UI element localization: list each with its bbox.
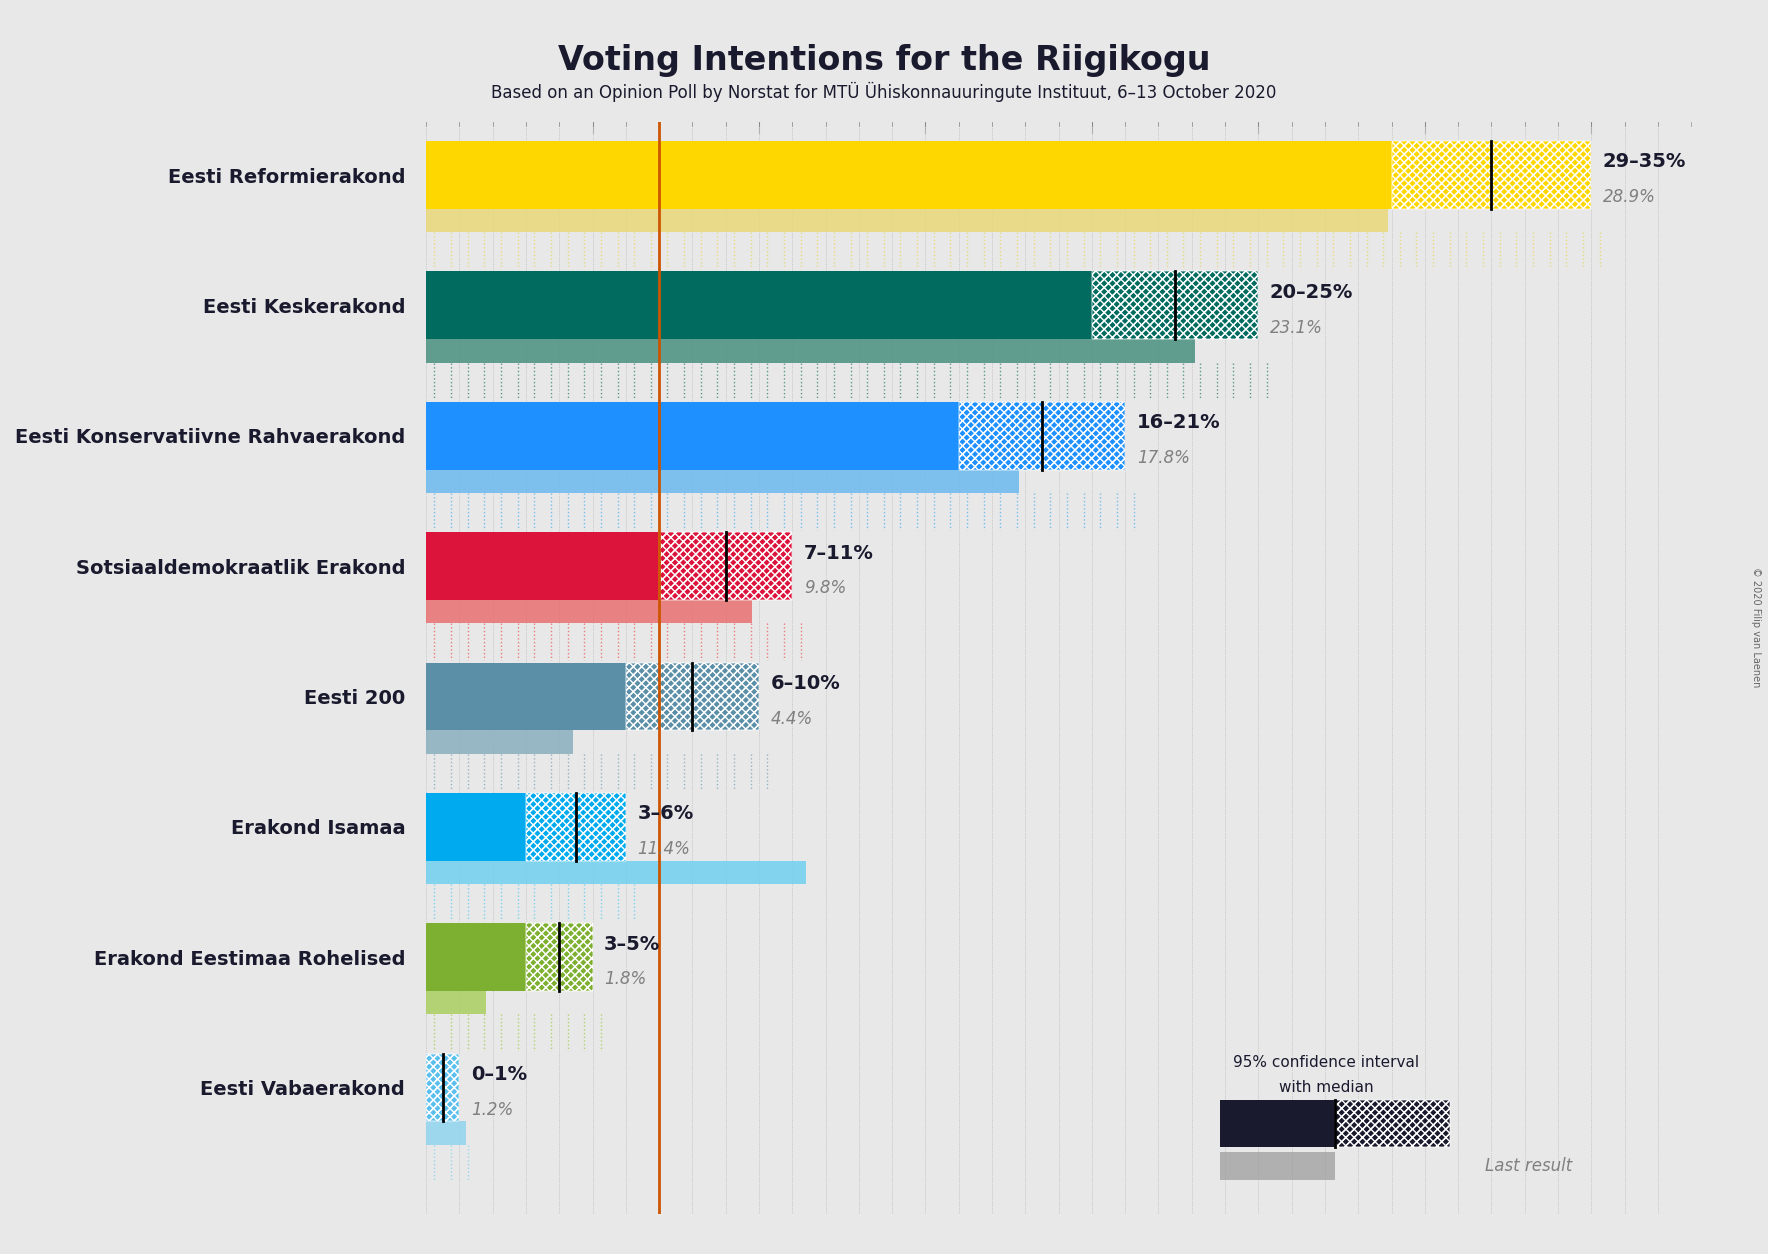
Bar <box>525 793 626 860</box>
Bar <box>426 401 958 470</box>
Bar <box>626 662 758 730</box>
Bar <box>525 923 592 991</box>
Bar <box>1093 272 1259 340</box>
Bar <box>1391 142 1591 209</box>
Text: © 2020 Filip van Laenen: © 2020 Filip van Laenen <box>1750 567 1761 687</box>
Bar <box>426 860 806 884</box>
Text: with median: with median <box>1278 1080 1374 1095</box>
Bar <box>958 401 1124 470</box>
Bar <box>426 209 1388 232</box>
Text: 7–11%: 7–11% <box>804 543 873 563</box>
Bar <box>958 401 1124 470</box>
Bar <box>426 730 573 754</box>
Bar <box>659 532 792 599</box>
Text: 4.4%: 4.4% <box>771 710 813 727</box>
Text: 29–35%: 29–35% <box>1604 153 1687 172</box>
Bar <box>426 1053 460 1121</box>
Text: 3–6%: 3–6% <box>638 804 693 823</box>
Bar <box>1093 272 1259 340</box>
Text: 23.1%: 23.1% <box>1269 319 1322 336</box>
Bar <box>626 662 758 730</box>
Bar <box>426 142 1391 209</box>
Bar <box>426 991 486 1014</box>
Bar <box>426 793 525 860</box>
Bar <box>958 401 1124 470</box>
Text: 1.2%: 1.2% <box>470 1101 513 1119</box>
Bar <box>1391 142 1591 209</box>
Text: 17.8%: 17.8% <box>1137 449 1190 466</box>
Bar <box>525 793 626 860</box>
Bar <box>626 662 758 730</box>
Bar <box>525 923 592 991</box>
Bar <box>1391 142 1591 209</box>
Bar <box>426 1053 460 1121</box>
Bar <box>426 1121 467 1145</box>
Bar <box>426 470 1018 493</box>
Bar <box>426 599 753 623</box>
Text: Voting Intentions for the Riigikogu: Voting Intentions for the Riigikogu <box>557 44 1211 76</box>
Text: 6–10%: 6–10% <box>771 673 840 693</box>
Text: 95% confidence interval: 95% confidence interval <box>1232 1055 1420 1070</box>
Text: 11.4%: 11.4% <box>638 840 690 858</box>
Text: 28.9%: 28.9% <box>1604 188 1657 206</box>
Bar <box>426 923 525 991</box>
Text: 3–5%: 3–5% <box>605 934 661 953</box>
Text: Last result: Last result <box>1485 1157 1572 1175</box>
Bar <box>426 662 626 730</box>
Text: 9.8%: 9.8% <box>804 579 847 597</box>
Bar <box>1093 272 1259 340</box>
Text: 0–1%: 0–1% <box>470 1065 527 1083</box>
Text: 16–21%: 16–21% <box>1137 414 1220 433</box>
Bar <box>426 532 659 599</box>
Bar <box>525 793 626 860</box>
Bar <box>525 923 592 991</box>
Text: 1.8%: 1.8% <box>605 971 647 988</box>
Text: 20–25%: 20–25% <box>1269 283 1353 302</box>
Bar <box>659 532 792 599</box>
Bar <box>659 532 792 599</box>
Bar <box>426 272 1093 340</box>
Bar <box>426 340 1195 362</box>
Bar <box>426 1053 460 1121</box>
Text: Based on an Opinion Poll by Norstat for MTÜ Ühiskonnauuringute Instituut, 6–13 O: Based on an Opinion Poll by Norstat for … <box>492 82 1276 102</box>
